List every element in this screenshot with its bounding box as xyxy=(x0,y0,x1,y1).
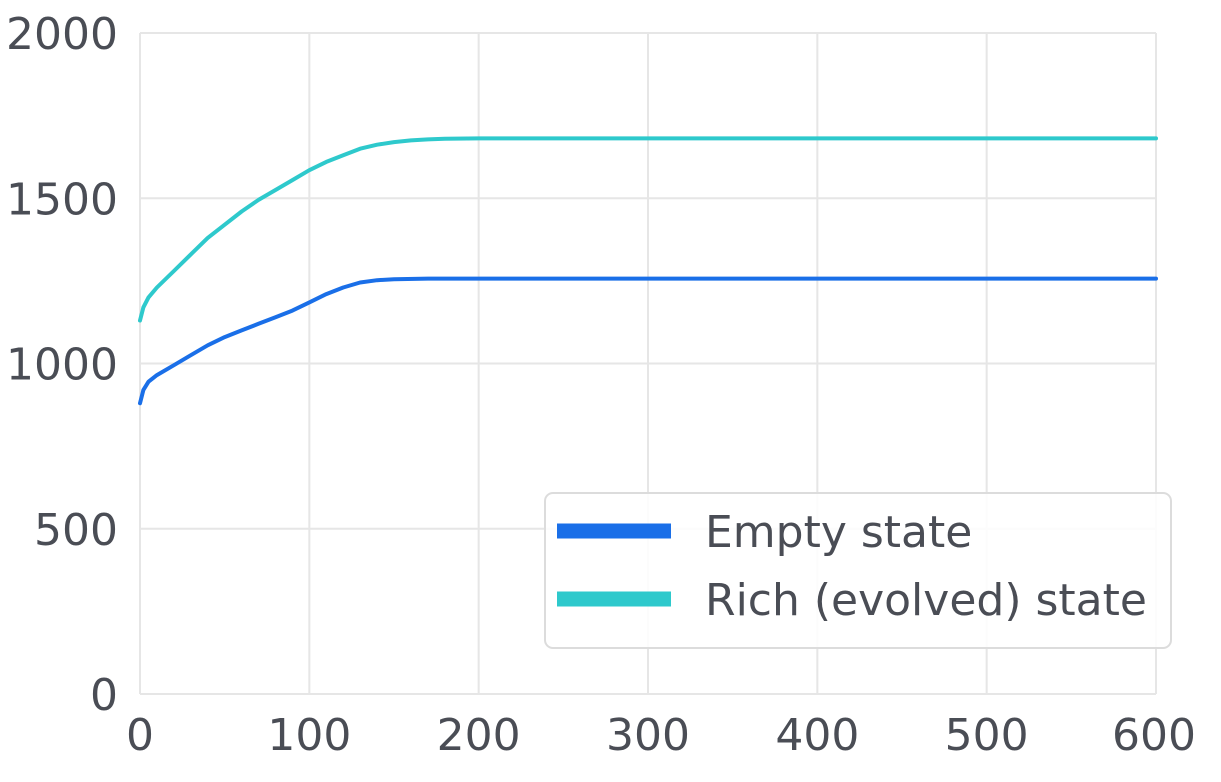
legend-label-1: Rich (evolved) state xyxy=(705,575,1147,626)
x-tick-label: 300 xyxy=(606,710,690,761)
legend-box xyxy=(544,492,1172,649)
x-tick-label: 600 xyxy=(1112,710,1196,761)
legend: Empty state Rich (evolved) state xyxy=(544,492,1172,649)
legend-label-0: Empty state xyxy=(705,507,972,558)
series-line-0 xyxy=(138,276,1158,406)
axes: 0 100 200 300 400 500 600 0 500 1000 1500 2000 xyxy=(6,9,1196,761)
y-tick-label: 2000 xyxy=(6,9,118,60)
y-tick-label: 500 xyxy=(34,505,118,556)
x-tick-label: 400 xyxy=(775,710,859,761)
series-lines xyxy=(138,136,1158,406)
x-tick-label: 200 xyxy=(437,710,521,761)
series-line-1 xyxy=(138,136,1158,323)
y-tick-label: 0 xyxy=(90,670,118,721)
x-tick-label: 500 xyxy=(945,710,1029,761)
y-tick-label: 1000 xyxy=(6,340,118,391)
y-tick-label: 1500 xyxy=(6,174,118,225)
x-tick-label: 100 xyxy=(267,710,351,761)
x-tick-label: 0 xyxy=(126,710,154,761)
